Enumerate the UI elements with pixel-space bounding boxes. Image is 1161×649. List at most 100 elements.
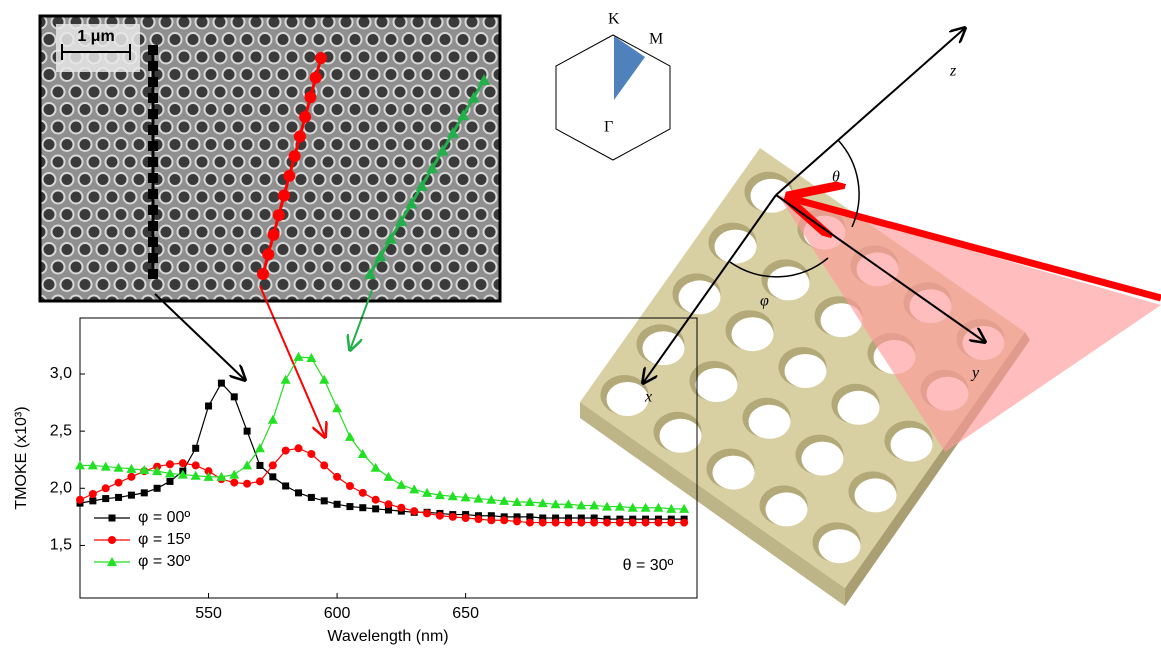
marker — [589, 500, 600, 510]
legend-label: φ = 00º — [138, 509, 190, 526]
sem-hole — [457, 279, 469, 290]
sem-marker — [148, 61, 158, 71]
sem-hole — [412, 86, 424, 98]
sem-hole — [187, 34, 199, 45]
sem-hole — [367, 279, 379, 290]
sem-hole — [349, 244, 361, 255]
x-label: x — [644, 389, 652, 406]
z-axis — [775, 28, 965, 196]
sem-hole — [503, 17, 514, 28]
sem-hole — [43, 139, 55, 150]
sem-hole — [385, 244, 397, 255]
sem-hole — [439, 209, 451, 220]
marker — [108, 514, 116, 522]
sem-hole — [412, 226, 424, 238]
marker — [628, 518, 637, 527]
marker — [641, 518, 650, 527]
sem-hole — [503, 122, 514, 133]
sem-hole — [205, 69, 217, 80]
sem-hole — [493, 174, 500, 185]
marker — [576, 500, 587, 510]
marker — [358, 488, 367, 497]
sem-hole — [286, 121, 298, 133]
sem-hole-rim — [528, 137, 543, 152]
marker — [280, 374, 291, 384]
sem-hole — [421, 209, 433, 220]
marker — [254, 443, 265, 453]
sem-hole — [394, 16, 406, 28]
marker — [191, 461, 200, 470]
sem-hole — [187, 209, 199, 220]
marker — [370, 462, 381, 472]
sem-hole — [88, 226, 100, 238]
sem-marker — [278, 189, 291, 202]
sem-hole-rim — [519, 50, 534, 65]
sem-hole — [169, 34, 181, 45]
sem-hole — [187, 104, 199, 115]
marker — [614, 501, 625, 511]
sem-hole — [394, 156, 406, 168]
plot: 550 600 650 1,5 2,0 2,5 3,0 φ = 00º φ = 15º φ = 3… — [50, 351, 690, 622]
sem-hole — [412, 156, 424, 168]
sem-hole — [259, 279, 271, 290]
marker — [102, 495, 110, 503]
sem-marker — [395, 215, 408, 227]
sem-marker — [374, 250, 387, 262]
marker — [539, 514, 547, 522]
sem-hole — [133, 139, 145, 150]
marker — [177, 469, 188, 479]
sem-hole — [475, 104, 487, 115]
sem-hole — [70, 156, 82, 168]
marker — [422, 487, 433, 497]
sem-hole — [169, 244, 181, 255]
sem-hole — [349, 279, 361, 290]
sem-hole — [187, 139, 199, 150]
sem-hole — [196, 156, 208, 168]
sem-hole — [385, 279, 397, 290]
sem-hole-rim — [528, 32, 543, 47]
sem-hole — [160, 121, 172, 133]
sem-hole — [439, 244, 451, 255]
sem-hole — [115, 279, 127, 290]
sem-hole — [286, 226, 298, 238]
sem-marker — [426, 162, 439, 174]
sem-hole-rim — [501, 85, 516, 100]
sem-hole — [241, 244, 253, 255]
sem-hole — [439, 104, 451, 115]
sem-hole — [521, 262, 532, 273]
sem-hole — [43, 279, 55, 290]
sem-hole — [331, 69, 343, 80]
sem-hole — [503, 262, 514, 273]
sem-hole — [232, 156, 244, 168]
sem-hole — [178, 121, 190, 133]
y-tick-label: 2,5 — [50, 422, 72, 439]
sem-hole — [367, 244, 379, 255]
sem-hole — [484, 226, 496, 238]
pointer-arrow — [350, 289, 373, 350]
sem-hole — [268, 51, 280, 63]
sem-hole — [385, 104, 397, 115]
sem-hole-rim — [510, 207, 525, 222]
phi-arc — [729, 257, 829, 278]
sem-hole — [52, 86, 64, 98]
sem-hole — [70, 86, 82, 98]
x-axis — [643, 194, 777, 383]
sem-hole — [331, 34, 343, 45]
marker — [281, 446, 290, 455]
sem-hole — [43, 174, 55, 185]
sem-hole — [268, 121, 280, 133]
marker — [192, 444, 200, 452]
sem-hole — [340, 226, 352, 238]
sem-hole — [79, 209, 91, 220]
sem-hole — [61, 174, 73, 185]
sem-marker — [148, 77, 158, 87]
hole — [765, 492, 808, 527]
sem-hole — [475, 244, 487, 255]
sem-hole — [358, 156, 370, 168]
light-plane — [778, 195, 1161, 452]
marker — [473, 493, 484, 503]
sem-hole — [340, 121, 352, 133]
marker — [88, 490, 97, 498]
sem-hole — [367, 209, 379, 220]
